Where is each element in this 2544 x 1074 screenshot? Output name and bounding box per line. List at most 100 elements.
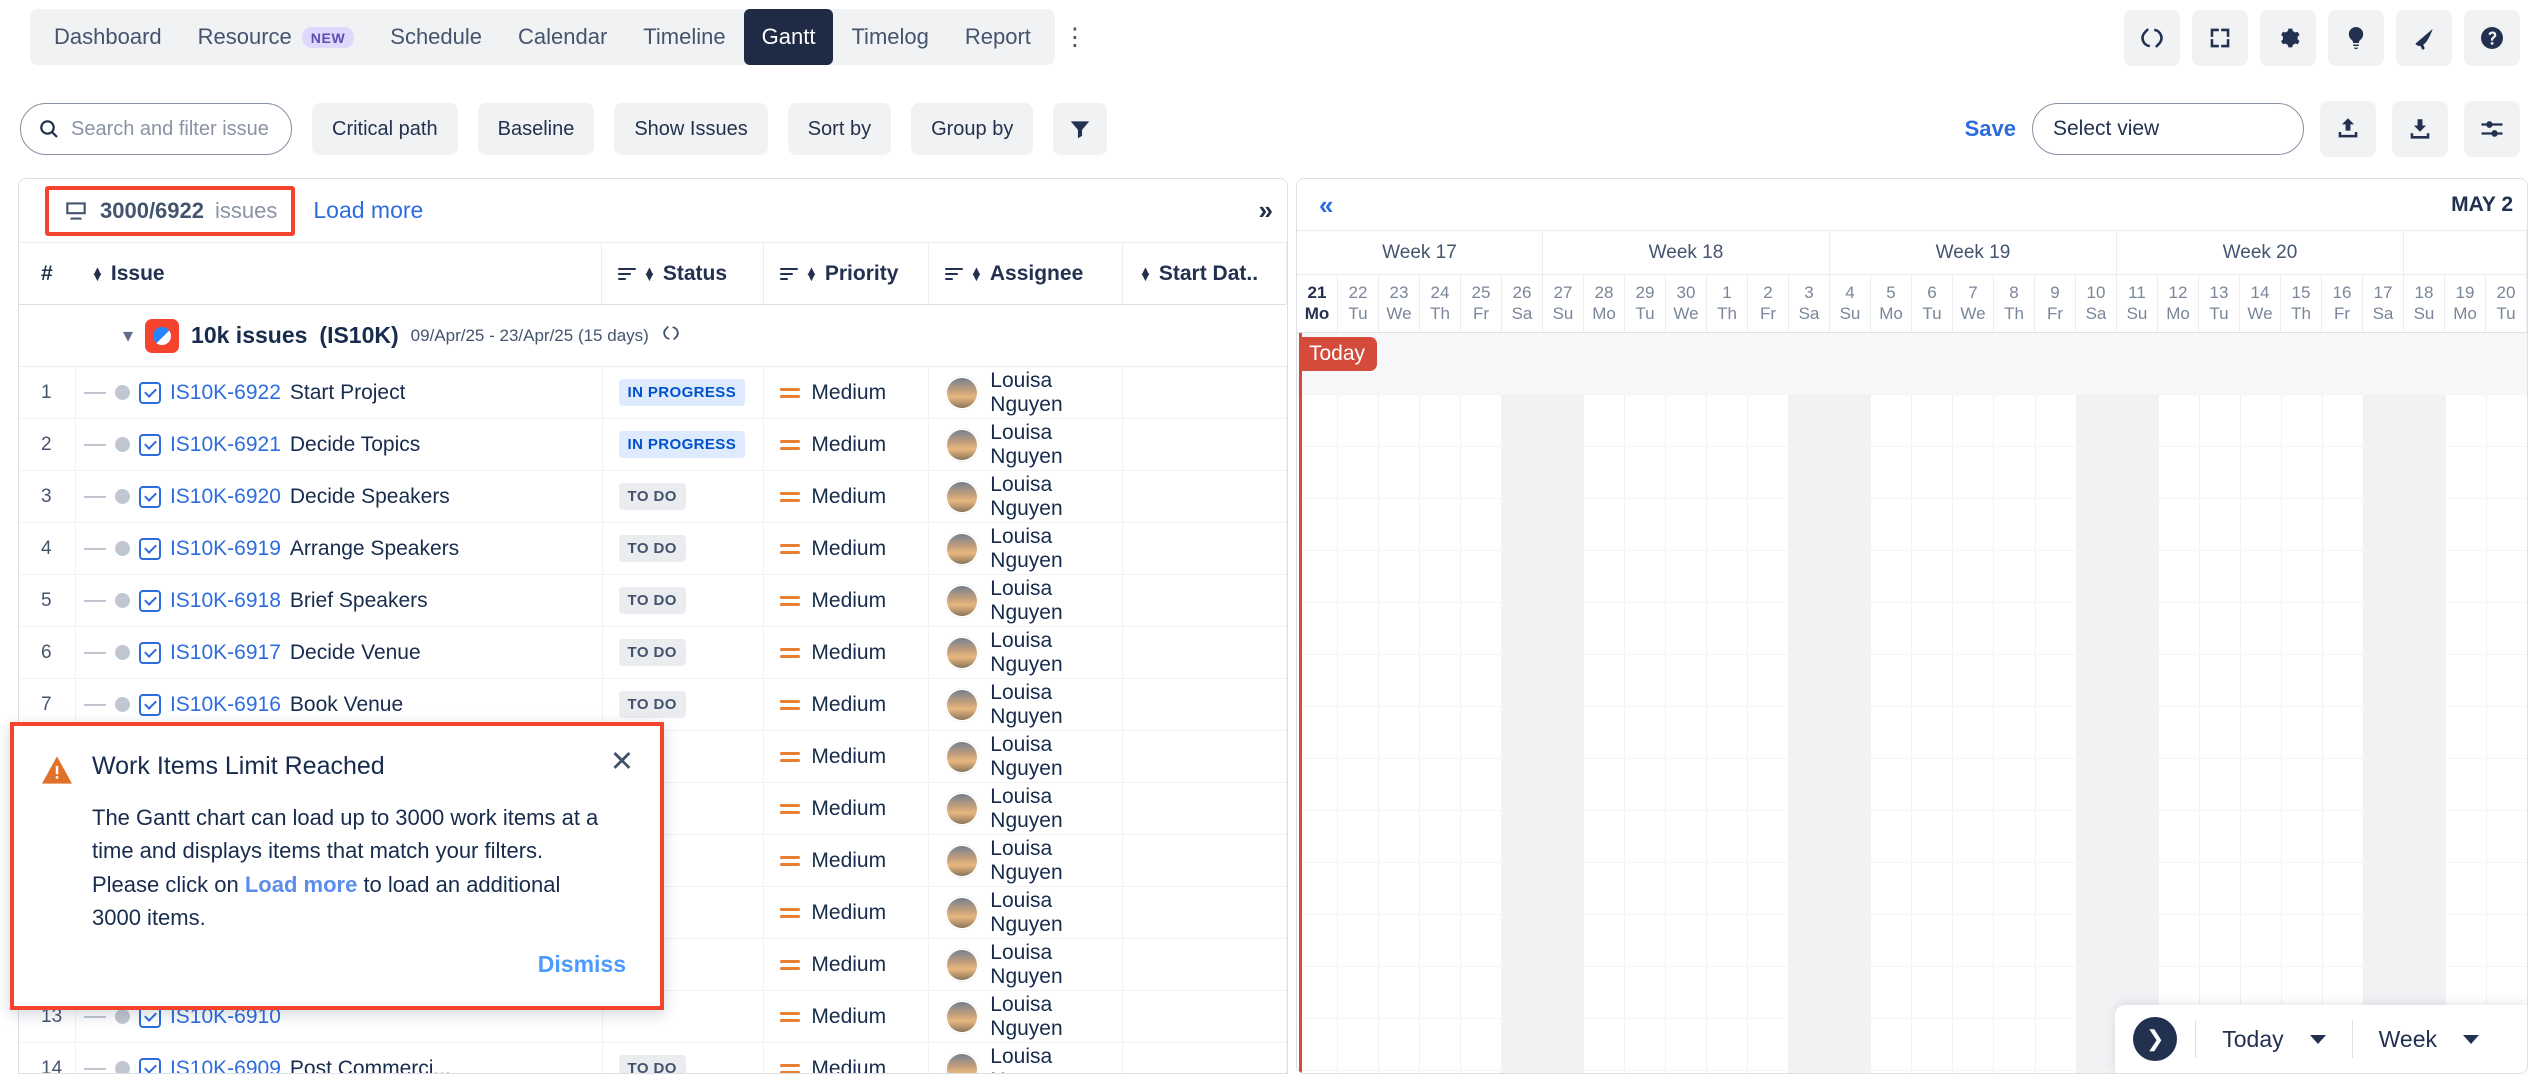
expand-dot-icon[interactable] (114, 437, 130, 452)
issue-key[interactable]: IS10K-6916 (169, 692, 281, 716)
timeline-row[interactable] (1297, 863, 2527, 915)
row-start-date-cell[interactable] (1122, 886, 1286, 939)
row-priority-cell[interactable]: Medium (763, 730, 928, 783)
gantt-timeline-body[interactable]: Today (1297, 333, 2527, 1073)
expand-dot-icon[interactable] (114, 697, 130, 712)
filter-icon[interactable] (1053, 103, 1108, 155)
row-assignee-cell[interactable]: Louisa Nguyen (928, 990, 1122, 1043)
search-input-wrapper[interactable] (20, 103, 292, 155)
lightbulb-icon[interactable] (2328, 10, 2384, 66)
nav-tab-dashboard[interactable]: Dashboard (36, 9, 180, 65)
row-assignee-cell[interactable]: Louisa Nguyen (928, 522, 1122, 575)
project-sync-icon[interactable] (661, 323, 681, 348)
row-start-date-cell[interactable] (1122, 678, 1286, 731)
nav-tab-timelog[interactable]: Timelog (833, 9, 946, 65)
row-assignee-cell[interactable]: Louisa Nguyen (928, 834, 1122, 887)
row-start-date-cell[interactable] (1122, 522, 1286, 575)
column-sort-icon[interactable]: ▲ ▼ (643, 262, 656, 284)
row-issue-cell[interactable]: IS10K-6918 Brief Speakers (74, 574, 602, 627)
column-header-priority[interactable]: ▲ ▼ Priority (764, 242, 929, 305)
row-start-date-cell[interactable] (1122, 782, 1286, 835)
nav-tab-schedule[interactable]: Schedule (372, 9, 500, 65)
scroll-back-icon[interactable]: « (1319, 190, 1334, 220)
row-priority-cell[interactable]: Medium (763, 522, 928, 575)
timeline-row[interactable] (1297, 447, 2527, 499)
row-assignee-cell[interactable]: Louisa Nguyen (928, 678, 1122, 731)
close-icon[interactable]: ✕ (609, 746, 634, 778)
column-sort-icon[interactable]: ▲ ▼ (970, 262, 983, 284)
table-row[interactable]: 4 IS10K-6919 Arrange Speakers TO DO Medium Lo… (19, 522, 1287, 575)
row-priority-cell[interactable]: Medium (763, 418, 928, 471)
row-status-cell[interactable]: TO DO (601, 522, 764, 575)
timeline-row[interactable] (1297, 395, 2527, 447)
expand-dot-icon[interactable] (114, 385, 130, 400)
table-row[interactable]: 3 IS10K-6920 Decide Speakers TO DO Medium Lou… (19, 470, 1287, 523)
timeline-row[interactable] (1297, 499, 2527, 551)
project-group-row[interactable]: ▾ 10k issues (IS10K) 09/Apr/25 - 23/Apr/… (19, 305, 1287, 367)
search-input[interactable] (71, 117, 275, 141)
toolbar-button-baseline[interactable]: Baseline (477, 103, 595, 155)
column-filter-icon[interactable] (618, 267, 636, 281)
row-priority-cell[interactable]: Medium (763, 1042, 928, 1073)
expand-dot-icon[interactable] (114, 541, 130, 556)
column-sort-icon[interactable]: ▲ ▼ (805, 262, 818, 284)
table-row[interactable]: 14 IS10K-6909 Post Commerci... TO DO Medium L… (19, 1042, 1287, 1073)
row-priority-cell[interactable]: Medium (763, 886, 928, 939)
row-start-date-cell[interactable] (1122, 366, 1286, 419)
fullscreen-icon[interactable] (2192, 10, 2248, 66)
help-icon[interactable] (2464, 10, 2520, 66)
expand-panel-icon[interactable]: ❯ (2133, 1017, 2178, 1061)
row-assignee-cell[interactable]: Louisa Nguyen (928, 886, 1122, 939)
column-header-start-dat[interactable]: ▲ ▼ Start Dat.. (1123, 242, 1287, 305)
timeline-row[interactable] (1297, 551, 2527, 603)
toolbar-button-group-by[interactable]: Group by (911, 103, 1034, 155)
row-start-date-cell[interactable] (1122, 938, 1286, 991)
scale-dropdown[interactable]: Week (2353, 1026, 2505, 1053)
row-status-cell[interactable]: TO DO (601, 574, 764, 627)
table-row[interactable]: 7 IS10K-6916 Book Venue TO DO Medium Louisa N… (19, 678, 1287, 731)
row-assignee-cell[interactable]: Louisa Nguyen (928, 1042, 1122, 1073)
row-priority-cell[interactable]: Medium (763, 678, 928, 731)
row-priority-cell[interactable]: Medium (763, 834, 928, 887)
row-start-date-cell[interactable] (1122, 730, 1286, 783)
timeline-row[interactable] (1297, 603, 2527, 655)
column-filter-icon[interactable] (945, 267, 963, 281)
row-assignee-cell[interactable]: Louisa Nguyen (928, 626, 1122, 679)
timeline-row[interactable] (1297, 707, 2527, 759)
issue-key[interactable]: IS10K-6917 (169, 640, 281, 664)
table-row[interactable]: 5 IS10K-6918 Brief Speakers TO DO Medium Loui… (19, 574, 1287, 627)
chevron-down-icon[interactable] (2463, 1034, 2479, 1044)
nav-tab-calendar[interactable]: Calendar (500, 9, 625, 65)
row-issue-cell[interactable]: IS10K-6919 Arrange Speakers (74, 522, 602, 575)
row-issue-cell[interactable]: IS10K-6922 Start Project (74, 366, 602, 419)
timeline-row[interactable] (1297, 1019, 2527, 1071)
expand-dot-icon[interactable] (114, 489, 130, 504)
nav-tab-report[interactable]: Report (947, 9, 1049, 65)
row-status-cell[interactable]: IN PROGRESS (601, 366, 764, 419)
dismiss-button[interactable]: Dismiss (537, 951, 626, 977)
row-issue-cell[interactable]: IS10K-6916 Book Venue (74, 678, 602, 731)
row-assignee-cell[interactable]: Louisa Nguyen (928, 470, 1122, 523)
timeline-row[interactable] (1297, 967, 2527, 1019)
column-header-issue[interactable]: ▲ ▼ Issue (75, 242, 602, 305)
row-start-date-cell[interactable] (1122, 626, 1286, 679)
timeline-row[interactable] (1297, 811, 2527, 863)
timeline-row[interactable] (1297, 759, 2527, 811)
expand-dot-icon[interactable] (114, 645, 130, 660)
row-status-cell[interactable]: IN PROGRESS (601, 418, 764, 471)
issue-key[interactable]: IS10K-6918 (169, 588, 281, 612)
column-header-status[interactable]: ▲ ▼ Status (602, 242, 764, 305)
row-status-cell[interactable]: TO DO (601, 626, 764, 679)
load-more-link[interactable]: Load more (313, 197, 424, 223)
row-priority-cell[interactable]: Medium (763, 470, 928, 523)
expand-dot-icon[interactable] (114, 1061, 130, 1073)
row-assignee-cell[interactable]: Louisa Nguyen (928, 366, 1122, 419)
row-start-date-cell[interactable] (1122, 574, 1286, 627)
row-issue-cell[interactable]: IS10K-6921 Decide Topics (74, 418, 602, 471)
row-start-date-cell[interactable] (1122, 418, 1286, 471)
timeline-row[interactable] (1297, 915, 2527, 967)
settings-sliders-icon[interactable] (2464, 101, 2520, 157)
nav-tab-timeline[interactable]: Timeline (625, 9, 743, 65)
toolbar-button-sort-by[interactable]: Sort by (787, 103, 892, 155)
row-priority-cell[interactable]: Medium (763, 574, 928, 627)
